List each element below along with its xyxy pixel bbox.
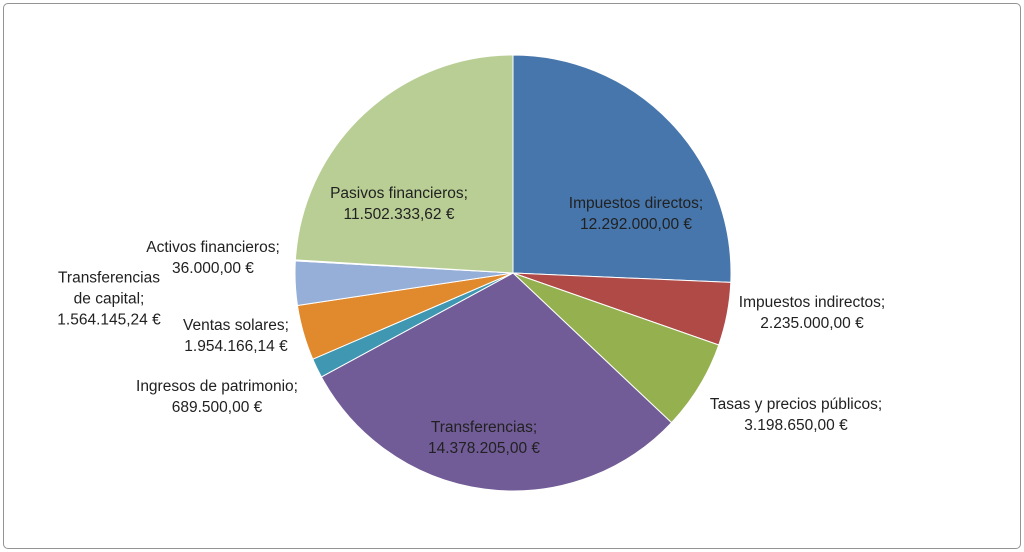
- pie-label-category: Impuestos directos;: [568, 195, 704, 212]
- pie-label-value: 1.954.166,14 €: [184, 338, 288, 355]
- pie-label-impuestos-indirectos: Impuestos indirectos; 2.235.000,00 €: [739, 292, 885, 334]
- pie-label-category: Pasivos financieros;: [330, 185, 468, 202]
- pie-label-value: 3.198.650,00 €: [744, 417, 848, 434]
- pie-label-category: Transferencias;: [430, 419, 538, 436]
- pie-label-impuestos-directos: Impuestos directos; 12.292.000,00 €: [569, 193, 703, 235]
- pie-label-category: Ventas solares;: [183, 317, 289, 334]
- pie-label-tasas-y-precios-publicos: Tasas y precios públicos; 3.198.650,00 €: [710, 394, 882, 436]
- pie-slice-pasivos-financieros: [294, 54, 514, 274]
- pie-label-value: 36.000,00 €: [172, 260, 254, 277]
- pie-label-transferencias: Transferencias; 14.378.205,00 €: [428, 417, 540, 459]
- pie-label-ingresos-de-patrimonio: Ingresos de patrimonio; 689.500,00 €: [136, 376, 298, 418]
- pie-label-category: Activos financieros;: [146, 239, 280, 256]
- pie-label-value: 1.564.145,24 €: [57, 311, 161, 329]
- pie-label-value: 12.292.000,00 €: [579, 216, 693, 233]
- pie-slice-transferencias: [320, 272, 672, 492]
- pie-label-value: 689.500,00 €: [171, 399, 263, 416]
- pie-label-activos-financieros: Activos financieros; 36.000,00 €: [146, 237, 280, 279]
- pie-label-ventas-solares: Ventas solares; 1.954.166,14 €: [183, 315, 289, 357]
- pie-label-value: 11.502.333,62 €: [343, 206, 455, 223]
- pie-label-transferencias-de-capital: Transferencias de capital; 1.564.145,24 …: [48, 268, 170, 331]
- pie-label-pasivos-financieros: Pasivos financieros; 11.502.333,62 €: [330, 183, 468, 225]
- pie-label-category: Tasas y precios públicos;: [709, 396, 883, 413]
- pie-label-value: 2.235.000,00 €: [760, 315, 864, 332]
- pie-label-category: Impuestos indirectos;: [738, 294, 886, 311]
- pie-slice-impuestos-directos: [512, 54, 732, 283]
- pie-label-category: Ingresos de patrimonio;: [136, 378, 298, 395]
- pie-label-category: Transferencias de capital;: [58, 269, 160, 308]
- pie-label-value: 14.378.205,00 €: [427, 440, 541, 457]
